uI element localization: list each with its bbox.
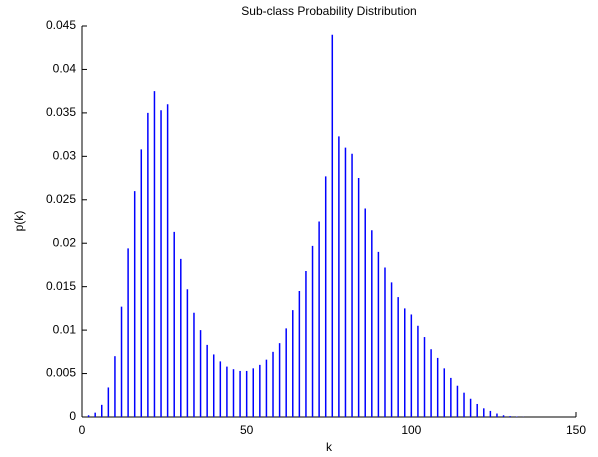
y-tick-label: 0.045	[46, 18, 76, 32]
y-tick-label: 0.005	[46, 366, 76, 380]
y-tick-label: 0.035	[46, 105, 76, 119]
x-tick-label: 50	[240, 423, 254, 437]
y-tick-label: 0.04	[53, 62, 77, 76]
chart-title: Sub-class Probability Distribution	[241, 4, 416, 18]
y-axis-label: p(k)	[12, 211, 26, 232]
x-tick-label: 0	[79, 423, 86, 437]
y-tick-label: 0.01	[53, 322, 77, 336]
y-tick-label: 0	[69, 409, 76, 423]
x-tick-label: 150	[566, 423, 586, 437]
y-tick-label: 0.025	[46, 192, 76, 206]
x-axis-label: k	[326, 440, 333, 454]
y-tick-label: 0.02	[53, 235, 77, 249]
x-tick-label: 100	[401, 423, 421, 437]
y-tick-label: 0.03	[53, 149, 77, 163]
y-tick-label: 0.015	[46, 279, 76, 293]
